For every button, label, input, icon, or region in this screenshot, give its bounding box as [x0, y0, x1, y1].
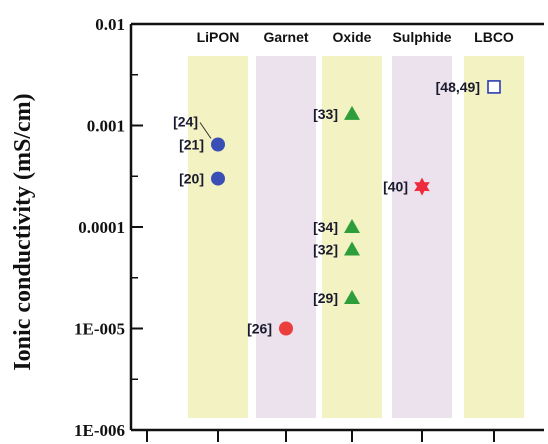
category-band-sulphide	[392, 56, 452, 418]
y-tick-label: 0.001	[87, 117, 125, 136]
category-label-lipon: LiPON	[197, 29, 240, 45]
category-labels: LiPON Garnet Oxide Sulphide LBCO	[197, 29, 514, 45]
y-tick-label: 0.01	[95, 15, 125, 34]
data-point-triangle	[344, 289, 360, 304]
data-point-triangle	[344, 241, 360, 256]
category-band-lipon	[188, 56, 248, 418]
point-label: [33]	[313, 106, 338, 122]
data-point-triangle	[344, 105, 360, 120]
category-label-sulphide: Sulphide	[392, 29, 451, 45]
point-label: [48,49]	[436, 79, 480, 95]
label-leader-line	[199, 122, 212, 139]
y-tick-label: 0.0001	[78, 218, 125, 237]
point-label: [26]	[247, 321, 272, 337]
point-label: [29]	[313, 290, 338, 306]
category-label-oxide: Oxide	[333, 29, 372, 45]
point-label: [20]	[179, 171, 204, 187]
y-tick-label: 1E-005	[74, 320, 125, 339]
data-points	[211, 80, 501, 336]
data-point-circle	[279, 321, 293, 336]
point-label: [32]	[313, 242, 338, 258]
data-point-triangle	[344, 219, 360, 233]
point-label: [24]	[173, 113, 198, 129]
category-label-garnet: Garnet	[263, 29, 308, 45]
y-tick-label: 1E-006	[74, 421, 125, 440]
data-point-circle	[211, 137, 225, 152]
data-point-star	[414, 177, 430, 196]
category-band-lbco	[464, 56, 524, 418]
category-band-garnet	[256, 56, 316, 418]
point-label: [40]	[383, 179, 408, 195]
category-bands	[188, 56, 524, 418]
point-label: [34]	[313, 219, 338, 235]
y-axis-ticks: 0.01 0.001 0.0001 1E-005 1E-006	[74, 15, 143, 440]
point-labels: [21] [24] [20] [26] [33] [34] [32] [29] [40] [48,…	[173, 79, 480, 337]
data-point-circle	[211, 171, 225, 186]
data-point-square	[487, 80, 501, 94]
category-label-lbco: LBCO	[474, 29, 514, 45]
point-label: [21]	[179, 136, 204, 152]
y-axis-label: Ionic conductivity (mS/cm)	[10, 93, 36, 370]
